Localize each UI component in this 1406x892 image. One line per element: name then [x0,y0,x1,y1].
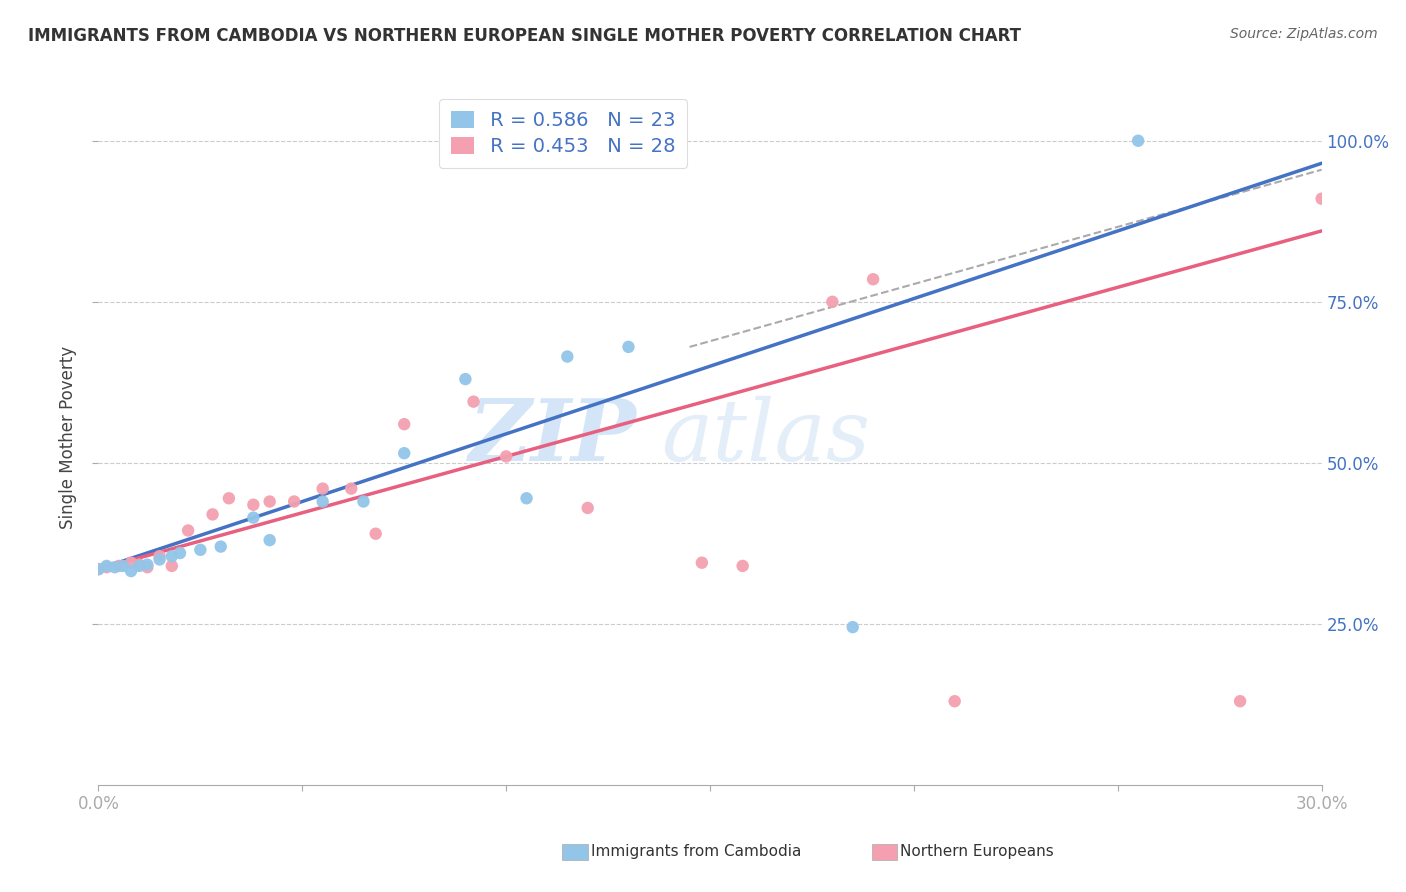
Point [283,494,305,508]
Point [259,533,281,548]
Point [108,558,131,573]
Point [242,498,264,512]
Point [862,272,884,286]
Point [821,294,844,309]
Point [136,560,159,574]
Point [1310,192,1333,206]
Point [96,558,118,573]
Point [201,508,224,522]
Point [149,552,172,566]
Point [454,372,477,386]
Point [149,549,172,564]
Point [136,558,159,572]
Point [731,558,754,573]
Point [209,540,232,554]
Point [120,556,142,570]
Point [1128,134,1150,148]
Point [352,494,374,508]
Point [120,564,142,578]
Legend:  R = 0.586   N = 23,  R = 0.453   N = 28: R = 0.586 N = 23, R = 0.453 N = 28 [439,99,688,168]
Point [169,546,191,560]
Point [160,558,183,573]
Point [242,510,264,524]
Point [617,340,640,354]
Point [160,549,183,564]
Text: atlas: atlas [661,396,870,478]
Point [392,446,416,460]
Point [87,562,110,576]
Text: Immigrants from Cambodia: Immigrants from Cambodia [591,845,801,859]
Point [463,394,485,409]
Point [364,526,387,541]
Point [312,482,335,496]
Point [87,562,110,576]
Point [128,558,150,573]
Point [259,494,281,508]
Point [516,491,538,506]
Point [495,450,517,464]
Point [96,560,118,574]
Point [188,542,212,557]
Point [690,556,713,570]
Text: Source: ZipAtlas.com: Source: ZipAtlas.com [1230,27,1378,41]
Point [841,620,863,634]
Point [111,558,134,573]
Point [340,482,363,496]
Point [557,350,579,364]
Point [943,694,966,708]
Point [576,500,599,515]
Y-axis label: Single Mother Poverty: Single Mother Poverty [59,345,77,529]
Point [312,494,335,508]
Point [218,491,240,506]
Text: ZIP: ZIP [468,395,637,479]
Text: IMMIGRANTS FROM CAMBODIA VS NORTHERN EUROPEAN SINGLE MOTHER POVERTY CORRELATION : IMMIGRANTS FROM CAMBODIA VS NORTHERN EUR… [28,27,1021,45]
Point [104,560,127,574]
Point [128,558,150,572]
Text: Northern Europeans: Northern Europeans [900,845,1053,859]
Point [1229,694,1251,708]
Point [177,524,200,538]
Point [392,417,416,432]
